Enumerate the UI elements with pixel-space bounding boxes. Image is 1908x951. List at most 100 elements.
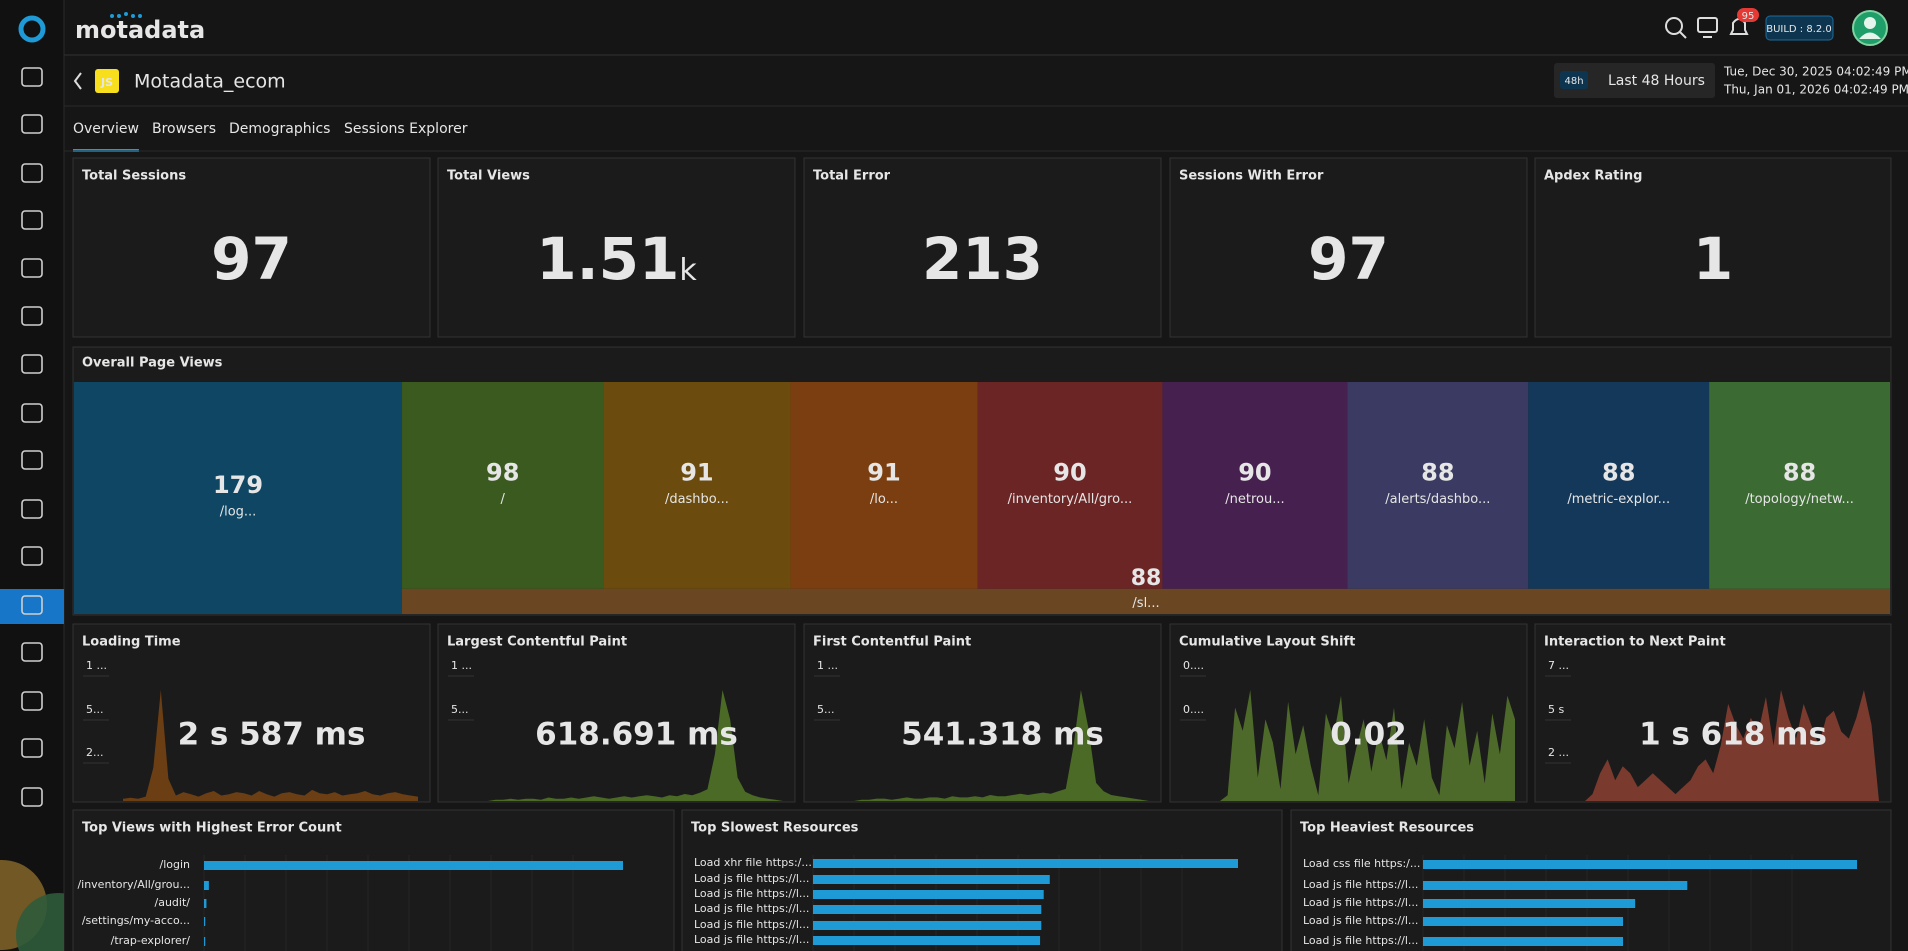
tile-value: 91 bbox=[867, 458, 900, 486]
back-button[interactable] bbox=[73, 72, 82, 90]
bar bbox=[1423, 860, 1857, 869]
nav-icon[interactable] bbox=[21, 258, 43, 278]
build-version: BUILD : 8.2.0 bbox=[1766, 24, 1832, 35]
nav-icon[interactable] bbox=[21, 787, 43, 807]
tile-value: 98 bbox=[486, 458, 519, 486]
panel bbox=[72, 809, 675, 951]
nav-icon[interactable] bbox=[21, 354, 43, 374]
app-name: Motadata_ecom bbox=[134, 71, 286, 93]
sparkline-area bbox=[488, 690, 783, 801]
bar-label: Load js file https://l... bbox=[694, 918, 809, 931]
y-tick-label: 5 s bbox=[1548, 703, 1564, 716]
tile-value: 88 bbox=[1602, 458, 1635, 486]
bar bbox=[813, 936, 1041, 945]
kpi-title: Apdex Rating bbox=[1544, 169, 1642, 184]
monitor-button[interactable] bbox=[1697, 17, 1718, 38]
tile-label: /netrou... bbox=[1225, 492, 1284, 507]
sparkline-area bbox=[123, 690, 418, 801]
tile-label: /log... bbox=[220, 505, 257, 520]
kpi-number: 1 bbox=[1693, 225, 1733, 293]
range-badge bbox=[1560, 71, 1588, 89]
treemap-tile bbox=[74, 382, 403, 614]
y-tick-label: 1 ... bbox=[817, 659, 838, 672]
treemap-tile bbox=[1709, 382, 1890, 589]
nav-icon[interactable] bbox=[21, 642, 43, 662]
kpi-value: 1.51k bbox=[536, 225, 697, 293]
nav-icon[interactable] bbox=[21, 210, 43, 230]
nav-icon[interactable] bbox=[21, 691, 43, 711]
notifications-button[interactable]: 95 bbox=[1729, 8, 1759, 35]
vital-title: Largest Contentful Paint bbox=[447, 635, 627, 650]
vital-title: Loading Time bbox=[82, 635, 181, 650]
kpi-title: Total Error bbox=[813, 169, 891, 184]
panel bbox=[72, 157, 431, 338]
bar bbox=[1423, 899, 1636, 908]
kpi-value: 213 bbox=[922, 225, 1043, 293]
kpi-number: 1.51 bbox=[536, 225, 679, 293]
bar bbox=[813, 905, 1042, 914]
vital-value: 541.318 ms bbox=[901, 717, 1104, 753]
nav-icon[interactable] bbox=[21, 163, 43, 183]
nav-icon[interactable] bbox=[21, 114, 43, 134]
tile-label: /dashbo... bbox=[665, 492, 729, 507]
nav-icon[interactable] bbox=[21, 546, 43, 566]
bar-label: Load js file https://l... bbox=[694, 872, 809, 885]
nav-icon[interactable] bbox=[21, 595, 43, 615]
tile-value: 179 bbox=[213, 471, 263, 499]
bar-label: /audit/ bbox=[155, 896, 191, 909]
panel-title: Overall Page Views bbox=[82, 356, 223, 371]
tab[interactable]: Overview bbox=[73, 121, 139, 137]
bar-label: Load js file https://l... bbox=[1303, 896, 1418, 909]
y-tick-label: 5... bbox=[451, 703, 469, 716]
logo-dot bbox=[110, 14, 114, 18]
treemap-tile bbox=[1162, 382, 1348, 589]
nav-icon[interactable] bbox=[21, 450, 43, 470]
panel bbox=[1290, 809, 1892, 951]
bar-label: /trap-explorer/ bbox=[111, 934, 191, 947]
tile-value: 88 bbox=[1783, 458, 1816, 486]
panel-title: Top Heaviest Resources bbox=[1300, 821, 1474, 836]
user-avatar[interactable] bbox=[1852, 10, 1888, 46]
vital-value: 2 s 587 ms bbox=[178, 717, 366, 753]
decoration bbox=[16, 893, 64, 951]
tab[interactable]: Demographics bbox=[229, 121, 330, 137]
vital-title: Interaction to Next Paint bbox=[1544, 635, 1726, 650]
kpi-value: 97 bbox=[1308, 225, 1389, 293]
bar bbox=[813, 890, 1044, 899]
tab[interactable]: Browsers bbox=[152, 121, 216, 137]
vital-value: 618.691 ms bbox=[535, 717, 738, 753]
bar bbox=[813, 921, 1042, 930]
nav-icon[interactable] bbox=[21, 67, 43, 87]
tab[interactable]: Sessions Explorer bbox=[344, 121, 468, 137]
tile-label: /metric-explor... bbox=[1567, 492, 1670, 507]
nav-icon[interactable] bbox=[21, 738, 43, 758]
nav-icon[interactable] bbox=[21, 306, 43, 326]
nav-icon[interactable] bbox=[21, 499, 43, 519]
tile-value: 90 bbox=[1238, 458, 1271, 486]
app-badge bbox=[95, 69, 119, 93]
bar-label: Load js file https://l... bbox=[1303, 914, 1418, 927]
search-button[interactable] bbox=[1665, 17, 1687, 39]
top-bar bbox=[64, 0, 1908, 55]
bar-label: Load css file https:/... bbox=[1303, 857, 1420, 870]
time-range[interactable]: 48h Last 48 Hours bbox=[1554, 63, 1715, 98]
tile-value: 91 bbox=[680, 458, 713, 486]
bar bbox=[1423, 881, 1688, 890]
bar bbox=[813, 859, 1238, 868]
search-icon bbox=[1665, 17, 1683, 35]
y-tick-label: 7 ... bbox=[1548, 659, 1569, 672]
bar-label: Load js file https://l... bbox=[694, 887, 809, 900]
avatar-body bbox=[1859, 32, 1881, 39]
kpi-number: 97 bbox=[1308, 225, 1389, 293]
treemap-tile bbox=[977, 382, 1163, 589]
panel-title: Top Slowest Resources bbox=[691, 821, 859, 836]
kpi-unit: k bbox=[679, 253, 697, 288]
sparkline-area bbox=[1220, 690, 1515, 801]
bar-label: /inventory/All/grou... bbox=[77, 878, 190, 891]
panel bbox=[437, 623, 796, 803]
vital-value: 1 s 618 ms bbox=[1639, 717, 1827, 753]
kpi-title: Total Sessions bbox=[82, 169, 186, 184]
nav-icon[interactable] bbox=[21, 403, 43, 423]
